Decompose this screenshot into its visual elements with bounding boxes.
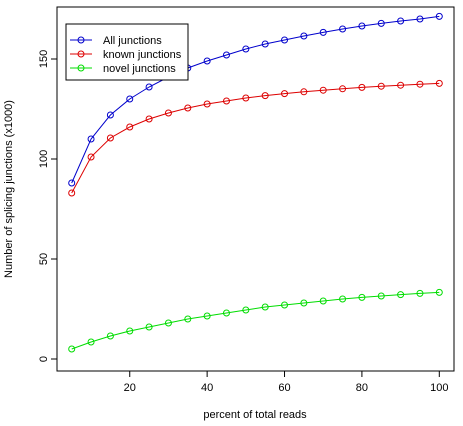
data-point xyxy=(126,327,134,335)
y-axis-label: Number of splicing junctions (x1000) xyxy=(3,100,15,278)
data-point xyxy=(416,15,424,23)
series-2 xyxy=(68,288,443,353)
data-point xyxy=(319,86,327,94)
data-point xyxy=(164,109,172,117)
data-point xyxy=(203,57,211,65)
data-point xyxy=(184,315,192,323)
data-point xyxy=(261,92,269,100)
legend: All junctions known junctions novel juncti… xyxy=(65,23,189,81)
data-point xyxy=(68,189,76,197)
series-1 xyxy=(68,79,443,197)
data-point xyxy=(184,104,192,112)
data-point xyxy=(87,135,95,143)
data-point xyxy=(126,95,134,103)
plot-frame xyxy=(56,6,455,372)
series-0 xyxy=(68,12,443,187)
y-tick-label: 100 xyxy=(38,150,50,168)
legend-marker xyxy=(77,50,85,58)
series-layer xyxy=(68,12,443,353)
data-point xyxy=(106,134,114,142)
data-point xyxy=(145,323,153,331)
data-point xyxy=(435,288,443,296)
x-tick-label: 100 xyxy=(430,382,448,394)
data-point xyxy=(106,332,114,340)
y-tick-label: 0 xyxy=(38,356,50,362)
data-point xyxy=(377,292,385,300)
data-point xyxy=(87,153,95,161)
data-point xyxy=(397,291,405,299)
data-point xyxy=(164,319,172,327)
data-point xyxy=(377,19,385,27)
data-point xyxy=(68,179,76,187)
data-point xyxy=(261,40,269,48)
data-point xyxy=(435,79,443,87)
legend-marker xyxy=(77,36,85,44)
data-point xyxy=(87,338,95,346)
data-point xyxy=(242,45,250,53)
data-point xyxy=(203,312,211,320)
x-tick-label: 20 xyxy=(124,382,136,394)
data-point xyxy=(242,306,250,314)
data-point xyxy=(222,51,230,59)
data-point xyxy=(377,82,385,90)
data-point xyxy=(242,94,250,102)
data-point xyxy=(319,297,327,305)
data-point xyxy=(281,301,289,309)
data-point xyxy=(397,17,405,25)
data-point xyxy=(281,90,289,98)
data-point xyxy=(145,83,153,91)
legend-label: All junctions xyxy=(103,35,162,47)
data-point xyxy=(416,289,424,297)
data-point xyxy=(68,345,76,353)
y-tick-label: 50 xyxy=(38,253,50,265)
legend-label: known junctions xyxy=(103,49,182,61)
data-point xyxy=(416,80,424,88)
x-tick-label: 60 xyxy=(278,382,290,394)
legend-marker xyxy=(77,64,85,72)
y-tick-label: 150 xyxy=(38,50,50,68)
x-tick-label: 80 xyxy=(356,382,368,394)
data-point xyxy=(339,295,347,303)
data-point xyxy=(339,25,347,33)
data-point xyxy=(300,299,308,307)
data-point xyxy=(145,115,153,123)
data-point xyxy=(222,97,230,105)
data-point xyxy=(435,12,443,20)
data-point xyxy=(397,81,405,89)
legend-box xyxy=(65,23,189,81)
data-point xyxy=(126,123,134,131)
data-point xyxy=(281,36,289,44)
data-point xyxy=(300,32,308,40)
x-axis-label: percent of total reads xyxy=(203,409,307,421)
data-point xyxy=(358,83,366,91)
series-line xyxy=(71,291,440,350)
data-point xyxy=(300,88,308,96)
data-point xyxy=(358,22,366,30)
data-point xyxy=(339,85,347,93)
axes: 20 40 60 80 100 0 50 100 150 xyxy=(38,50,448,394)
data-point xyxy=(203,100,211,108)
data-point xyxy=(358,293,366,301)
data-point xyxy=(222,309,230,317)
legend-label: novel junctions xyxy=(103,63,176,75)
data-point xyxy=(319,28,327,36)
data-point xyxy=(106,111,114,119)
x-tick-label: 40 xyxy=(201,382,213,394)
data-point xyxy=(261,303,269,311)
